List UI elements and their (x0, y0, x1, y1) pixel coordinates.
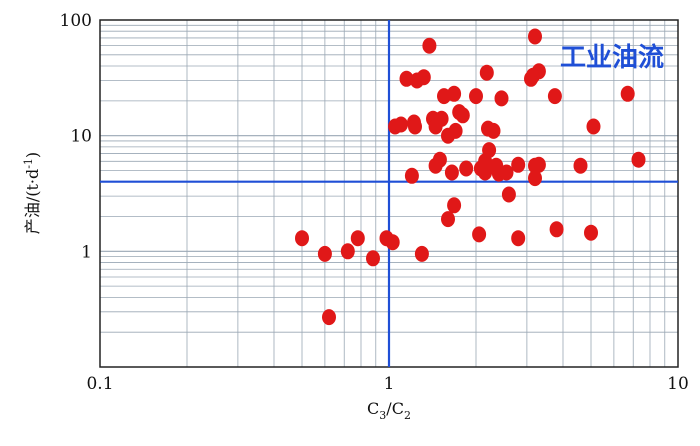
data-point (441, 211, 455, 228)
data-point (350, 230, 365, 247)
x-tick-labels: 0.1 1 10 (86, 374, 688, 394)
data-point (459, 160, 474, 177)
y-axis-title: 产油/(t·d-1) (22, 152, 42, 234)
data-point (448, 122, 463, 139)
x-tick-label: 1 (384, 374, 395, 394)
data-point (584, 224, 598, 241)
data-point (547, 88, 562, 105)
data-point (549, 221, 564, 238)
data-point (494, 90, 509, 107)
data-point (528, 170, 542, 187)
data-point (399, 70, 414, 87)
data-point (317, 245, 332, 262)
x-tick-label: 10 (667, 374, 689, 394)
x-axis-title: C3/C2 (367, 399, 411, 422)
data-point (408, 118, 422, 135)
y-tick-label: 100 (60, 11, 92, 31)
data-point (501, 186, 516, 203)
data-point (447, 197, 462, 214)
y-tick-labels: 1 10 100 (60, 11, 92, 262)
data-point (472, 226, 487, 243)
data-point (531, 156, 546, 173)
data-point (573, 157, 588, 174)
data-points (295, 28, 646, 326)
data-point (586, 118, 601, 135)
data-point (528, 28, 542, 45)
data-point (434, 110, 449, 127)
data-point (631, 151, 646, 168)
data-point (422, 37, 437, 54)
data-point (499, 164, 514, 181)
data-point (366, 250, 380, 267)
data-point (404, 167, 419, 184)
data-point (444, 164, 459, 181)
data-point (416, 69, 431, 86)
y-tick-label: 10 (70, 127, 92, 147)
data-point (394, 116, 408, 133)
threshold-lines (100, 20, 678, 367)
data-point (447, 85, 462, 102)
data-point (531, 63, 546, 80)
annotation-label: 工业油流 (560, 43, 664, 73)
data-point (414, 245, 429, 262)
data-point (620, 85, 635, 102)
data-point (479, 64, 494, 81)
data-point (455, 107, 470, 124)
data-point (385, 234, 400, 251)
data-point (511, 230, 526, 247)
data-point (511, 156, 526, 173)
data-point (482, 142, 497, 159)
x-tick-label: 0.1 (86, 374, 113, 394)
data-point (469, 88, 483, 105)
data-point (478, 164, 493, 181)
data-point (322, 309, 336, 326)
y-tick-label: 1 (81, 242, 92, 262)
data-point (295, 230, 309, 247)
data-point (486, 122, 501, 139)
data-point (432, 151, 447, 168)
data-point (340, 243, 355, 260)
